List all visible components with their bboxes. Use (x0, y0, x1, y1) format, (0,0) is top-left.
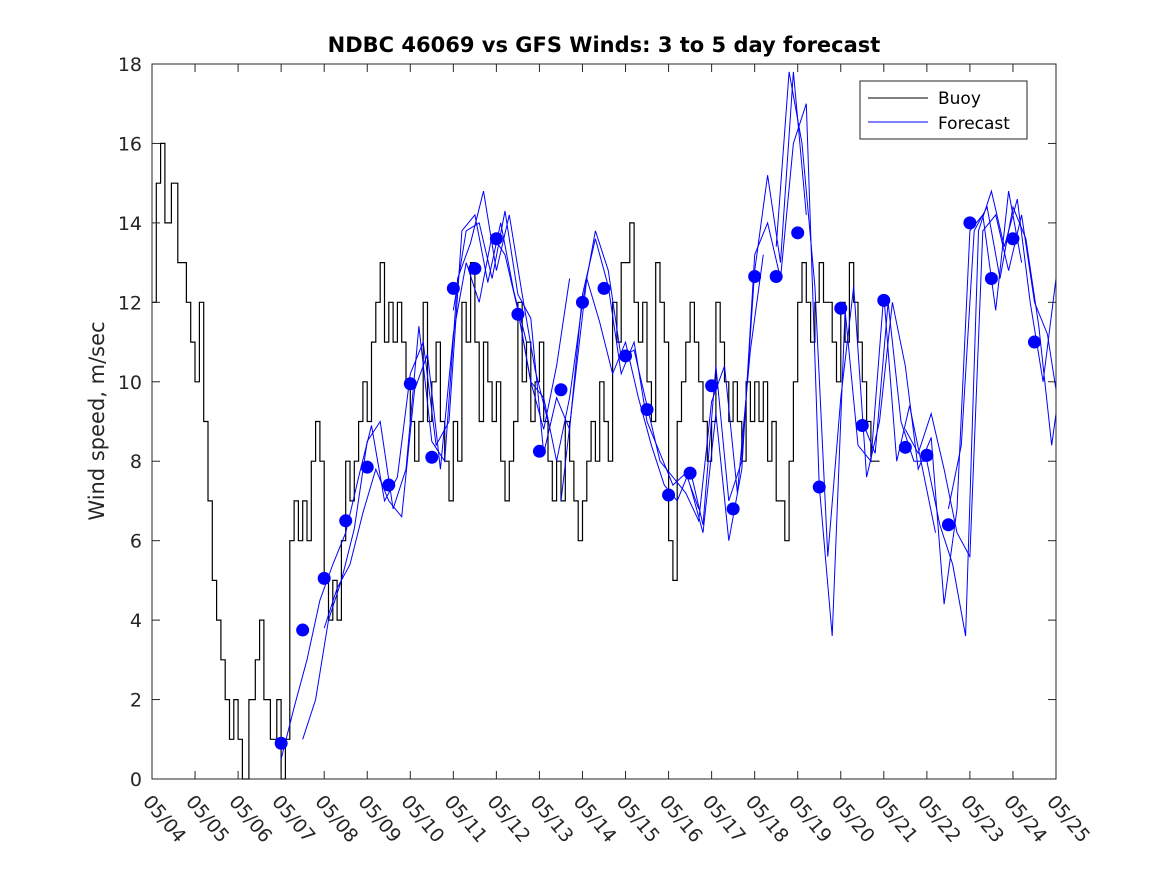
forecast-marker (1027, 335, 1041, 349)
forecast-marker (425, 450, 439, 464)
forecast-marker (403, 377, 417, 391)
forecast-line-4 (452, 210, 700, 510)
forecast-marker (511, 307, 525, 321)
forecast-marker (446, 281, 460, 295)
forecast-marker (317, 571, 331, 585)
y-tick-label: 2 (130, 690, 142, 712)
forecast-line-5 (517, 230, 764, 523)
y-tick-label: 8 (130, 451, 142, 473)
forecast-marker (748, 270, 762, 284)
y-tick-label: 0 (130, 769, 142, 791)
buoy-series (152, 142, 880, 780)
y-tick-label: 10 (118, 372, 142, 394)
forecast-marker (963, 216, 977, 230)
forecast-marker (855, 418, 869, 432)
y-tick-label: 18 (118, 54, 142, 76)
y-tick-label: 4 (130, 610, 142, 632)
forecast-marker (489, 232, 503, 246)
forecast-marker (640, 403, 654, 417)
forecast-marker (532, 444, 546, 458)
y-tick-label: 6 (130, 531, 142, 553)
forecast-line-7 (689, 103, 936, 637)
y-tick-label: 14 (118, 213, 142, 235)
forecast-marker (597, 281, 611, 295)
y-axis: 0 2 4 6 8 10 12 14 16 18 (118, 54, 1056, 791)
legend-buoy-label: Buoy (938, 89, 981, 109)
chart-title: NDBC 46069 vs GFS Winds: 3 to 5 day fore… (328, 33, 881, 57)
forecast-marker (339, 514, 353, 528)
forecast-marker (726, 502, 740, 516)
forecast-marker (769, 270, 783, 284)
forecast-marker (662, 488, 676, 502)
forecast-line-11 (947, 205, 1057, 509)
forecast-marker (382, 478, 396, 492)
forecast-marker (877, 293, 891, 307)
y-axis-label: Wind speed, m/sec (85, 321, 109, 520)
y-tick-label: 16 (118, 133, 142, 155)
forecast-marker (705, 379, 719, 393)
forecast-line-8 (775, 71, 1023, 605)
forecast-marker (575, 295, 589, 309)
plot-area (151, 63, 1057, 780)
legend-forecast-label: Forecast (938, 114, 1010, 134)
forecast-marker (834, 301, 848, 315)
forecast-marker (274, 736, 288, 750)
forecast-marker (984, 272, 998, 285)
legend: Buoy Forecast (859, 80, 1028, 140)
forecast-marker (296, 623, 310, 637)
forecast-marker (360, 460, 374, 474)
forecast-line-10 (904, 213, 1057, 559)
forecast-line-9 (861, 189, 1057, 637)
forecast-marker (468, 262, 482, 276)
forecast-marker (554, 383, 568, 397)
forecast-marker (1006, 232, 1020, 246)
forecast-line-1 (280, 213, 527, 760)
forecast-marker (619, 349, 633, 363)
forecast-marker (920, 448, 934, 462)
legend-box (859, 80, 1028, 140)
buoy-line (152, 142, 880, 780)
forecast-marker (683, 466, 697, 480)
forecast-marker (941, 518, 955, 532)
forecast-series (280, 71, 1057, 760)
forecast-marker (898, 440, 912, 454)
forecast-markers (274, 216, 1041, 750)
forecast-marker (812, 480, 826, 494)
forecast-line-6 (560, 71, 807, 525)
y-tick-label: 12 (118, 292, 142, 314)
forecast-marker (791, 226, 805, 240)
plot-frame (151, 63, 1057, 780)
